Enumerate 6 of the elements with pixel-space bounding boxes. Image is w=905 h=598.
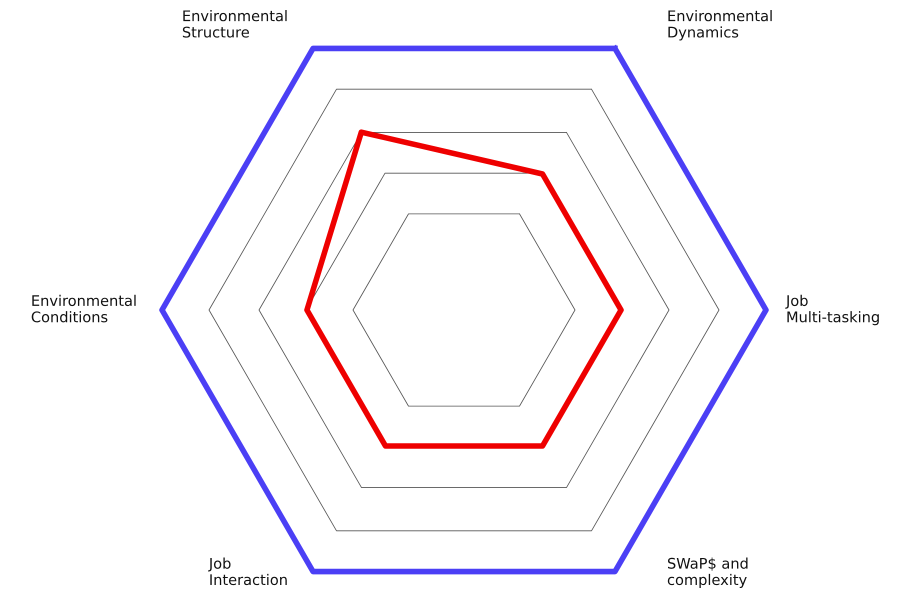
spoke-label: Job Interaction xyxy=(208,558,287,586)
spoke-label: Job Multi-tasking xyxy=(785,294,879,326)
spoke-label: Environmental Structure xyxy=(182,10,287,38)
spoke-label: SWaP$ and complexity xyxy=(668,558,748,588)
spoke-label: Environmental Conditions xyxy=(32,294,136,322)
spoke-label: Environmental Dynamics xyxy=(668,10,772,40)
